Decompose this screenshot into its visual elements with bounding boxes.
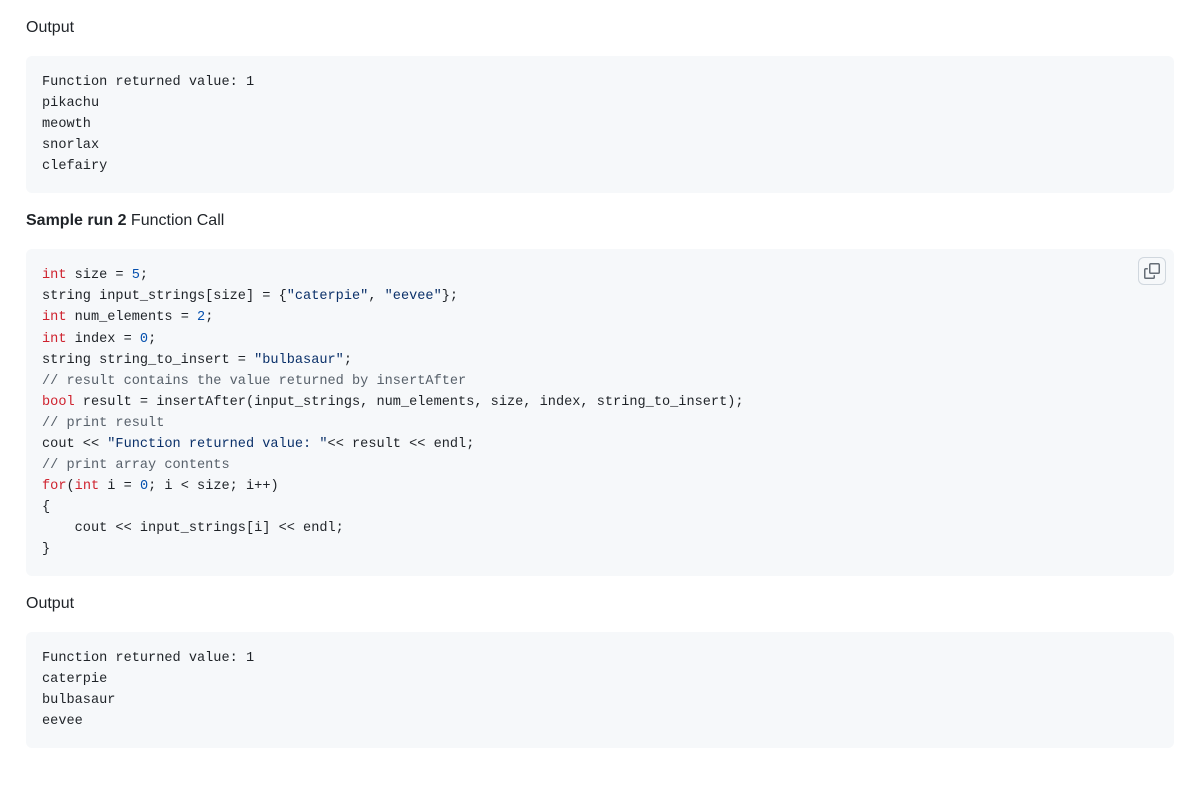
heading-bold: Sample run 2 <box>26 212 126 229</box>
token-s: "Function returned value: " <box>107 437 327 452</box>
token-c: // print array contents <box>42 458 230 473</box>
token-k: int <box>42 268 66 283</box>
document-root: Output Function returned value: 1 pikachu… <box>26 16 1174 748</box>
output-block: Function returned value: 1 caterpie bulb… <box>26 632 1174 748</box>
token-s: "bulbasaur" <box>254 353 344 368</box>
token-s: "caterpie" <box>287 289 369 304</box>
token-n: 0 <box>140 479 148 494</box>
code-content: Function returned value: 1 pikachu meowt… <box>42 72 1158 177</box>
token-n: 2 <box>197 310 205 325</box>
copy-icon <box>1144 263 1160 279</box>
section-heading: Sample run 2 Function Call <box>26 209 1174 233</box>
token-k: bool <box>42 395 75 410</box>
code-content: Function returned value: 1 caterpie bulb… <box>42 648 1158 732</box>
token-k: int <box>42 310 66 325</box>
heading-text: Function Call <box>126 212 224 229</box>
section-heading: Output <box>26 592 1174 616</box>
section-heading: Output <box>26 16 1174 40</box>
token-n: 5 <box>132 268 140 283</box>
token-s: "eevee" <box>385 289 442 304</box>
token-n: 0 <box>140 332 148 347</box>
token-k: int <box>75 479 99 494</box>
token-c: // result contains the value returned by… <box>42 374 466 389</box>
code-content: int size = 5; string input_strings[size]… <box>42 265 1158 560</box>
token-k: int <box>42 332 66 347</box>
heading-text: Output <box>26 595 74 612</box>
code-block: int size = 5; string input_strings[size]… <box>26 249 1174 576</box>
token-c: // print result <box>42 416 164 431</box>
token-k: for <box>42 479 66 494</box>
output-block: Function returned value: 1 pikachu meowt… <box>26 56 1174 193</box>
copy-button[interactable] <box>1138 257 1166 285</box>
heading-text: Output <box>26 19 74 36</box>
